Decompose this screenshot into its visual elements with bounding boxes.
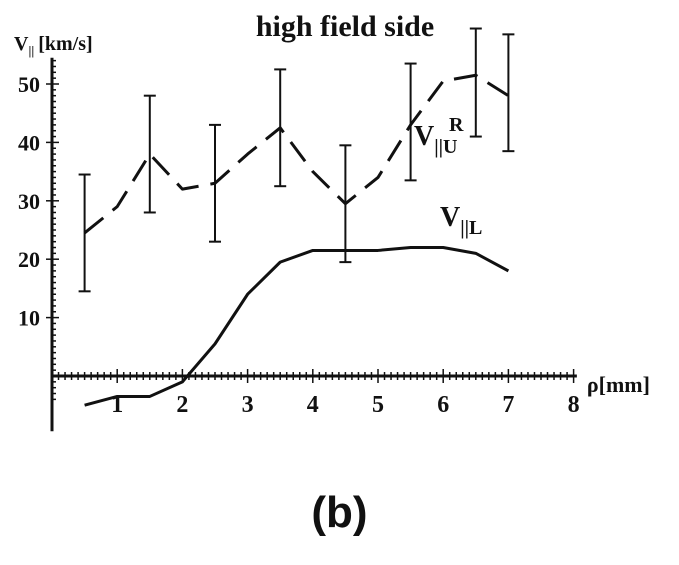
x-tick-label: 3: [242, 392, 254, 418]
series-label-vu-superscript: R: [449, 114, 464, 136]
series-line-vu: [83, 73, 510, 235]
x-tick-label: 6: [437, 392, 449, 418]
figure-caption: (b): [311, 488, 368, 537]
x-tick-label: 2: [176, 392, 188, 418]
series-label-vu: V||U: [414, 121, 458, 158]
series-label-vl: V||L: [440, 202, 482, 239]
y-tick-label: 10: [18, 306, 40, 331]
x-tick-label: 7: [502, 392, 514, 418]
chart-title: high field side: [256, 10, 434, 43]
y-tick-label: 40: [18, 130, 40, 155]
y-tick-label: 30: [18, 189, 40, 214]
x-tick-label: 8: [568, 392, 580, 418]
x-tick-label: 4: [307, 392, 319, 418]
y-tick-label: 50: [18, 72, 40, 97]
x-tick-label: 5: [372, 392, 384, 418]
x-axis-label: ρ[mm]: [587, 372, 650, 397]
y-axis-label: V|| [km/s]: [14, 33, 93, 58]
series-line-vl: [84, 246, 510, 407]
y-tick-label: 20: [18, 247, 40, 272]
